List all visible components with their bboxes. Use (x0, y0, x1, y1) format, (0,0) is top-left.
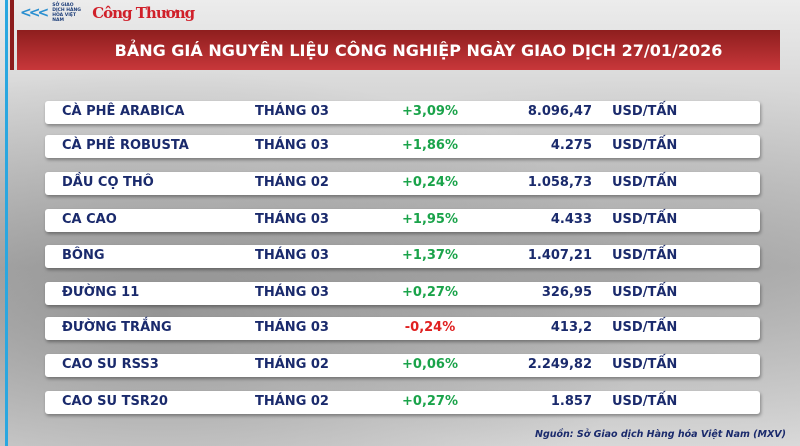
commodity-name: CAO SU TSR20 (62, 394, 168, 409)
commodity-name: CÀ PHÊ ARABICA (62, 104, 185, 119)
price-change: +0,27% (402, 285, 458, 300)
table-row: BÔNG THÁNG 03 +1,37% 1.407,21 USD/TẤN (45, 245, 760, 268)
commodity-name: BÔNG (62, 248, 105, 263)
logo-area: <<< SỞ GIAO DỊCH HÀNG HÓA VIỆT NAM Công … (20, 3, 195, 23)
commodity-name: DẦU CỌ THÔ (62, 175, 154, 190)
price-unit: USD/TẤN (612, 175, 678, 190)
table-row: ĐƯỜNG TRẮNG THÁNG 03 -0,24% 413,2 USD/TẤN (45, 317, 760, 340)
price-change: +3,09% (402, 104, 458, 119)
table-row: CÀ PHÊ ROBUSTA THÁNG 03 +1,86% 4.275 USD/TẤN (45, 135, 760, 158)
price-value: 1.407,21 (527, 248, 592, 263)
contract-month: THÁNG 03 (255, 138, 329, 153)
table-row: ĐƯỜNG 11 THÁNG 03 +0,27% 326,95 USD/TẤN (45, 282, 760, 305)
commodity-name: ĐƯỜNG 11 (62, 285, 140, 300)
price-unit: USD/TẤN (612, 138, 678, 153)
price-change: +1,37% (402, 248, 458, 263)
price-value: 1.058,73 (527, 175, 592, 190)
price-change: +0,27% (402, 394, 458, 409)
source-note: Nguồn: Sở Giao dịch Hàng hóa Việt Nam (M… (535, 429, 786, 440)
table-row: CAO SU RSS3 THÁNG 02 +0,06% 2.249,82 USD/TẤN (45, 354, 760, 377)
table-row: CAO SU TSR20 THÁNG 02 +0,27% 1.857 USD/TẤN (45, 391, 760, 414)
price-unit: USD/TẤN (612, 320, 678, 335)
table-row: CA CAO THÁNG 03 +1,95% 4.433 USD/TẤN (45, 209, 760, 232)
price-value: 2.249,82 (527, 357, 592, 372)
price-change: +0,24% (402, 175, 458, 190)
price-value: 4.433 (550, 212, 592, 227)
table-row: CÀ PHÊ ARABICA THÁNG 03 +3,09% 8.096,47 USD/… (45, 101, 760, 124)
mxv-logo-icon: <<< (20, 5, 49, 21)
price-value: 326,95 (541, 285, 592, 300)
mxv-logo-text: SỞ GIAO DỊCH HÀNG HÓA VIỆT NAM (52, 3, 81, 23)
price-unit: USD/TẤN (612, 285, 678, 300)
contract-month: THÁNG 02 (255, 394, 329, 409)
accent-line (5, 0, 8, 446)
price-unit: USD/TẤN (612, 394, 678, 409)
price-value: 1.857 (550, 394, 592, 409)
price-value: 413,2 (550, 320, 592, 335)
contract-month: THÁNG 03 (255, 212, 329, 227)
price-value: 4.275 (550, 138, 592, 153)
table-row: DẦU CỌ THÔ THÁNG 02 +0,24% 1.058,73 USD/TẤN (45, 172, 760, 195)
congthuong-logo: Công Thương (92, 4, 195, 22)
commodity-name: CA CAO (62, 212, 117, 227)
commodity-name: CÀ PHÊ ROBUSTA (62, 138, 189, 153)
contract-month: THÁNG 03 (255, 285, 329, 300)
price-unit: USD/TẤN (612, 357, 678, 372)
contract-month: THÁNG 02 (255, 175, 329, 190)
price-change: +0,06% (402, 357, 458, 372)
contract-month: THÁNG 03 (255, 104, 329, 119)
price-change: +1,86% (402, 138, 458, 153)
price-change: +1,95% (402, 212, 458, 227)
page-title: BẢNG GIÁ NGUYÊN LIỆU CÔNG NGHIỆP NGÀY GI… (17, 30, 780, 70)
accent-bar (10, 0, 14, 70)
commodity-name: CAO SU RSS3 (62, 357, 159, 372)
contract-month: THÁNG 03 (255, 248, 329, 263)
price-unit: USD/TẤN (612, 104, 678, 119)
commodity-name: ĐƯỜNG TRẮNG (62, 320, 172, 335)
contract-month: THÁNG 02 (255, 357, 329, 372)
price-unit: USD/TẤN (612, 212, 678, 227)
price-change: -0,24% (404, 320, 456, 335)
contract-month: THÁNG 03 (255, 320, 329, 335)
price-value: 8.096,47 (527, 104, 592, 119)
price-unit: USD/TẤN (612, 248, 678, 263)
